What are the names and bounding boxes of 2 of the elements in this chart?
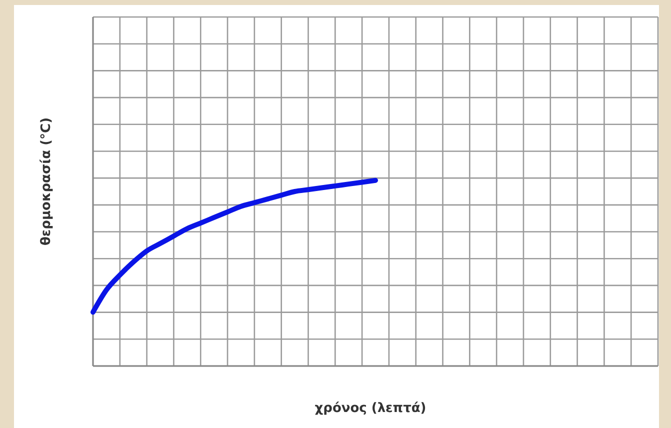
- y-axis-title: θερμοκρασία (°C): [39, 117, 54, 246]
- x-axis-title: χρόνος (λεπτά): [314, 401, 426, 416]
